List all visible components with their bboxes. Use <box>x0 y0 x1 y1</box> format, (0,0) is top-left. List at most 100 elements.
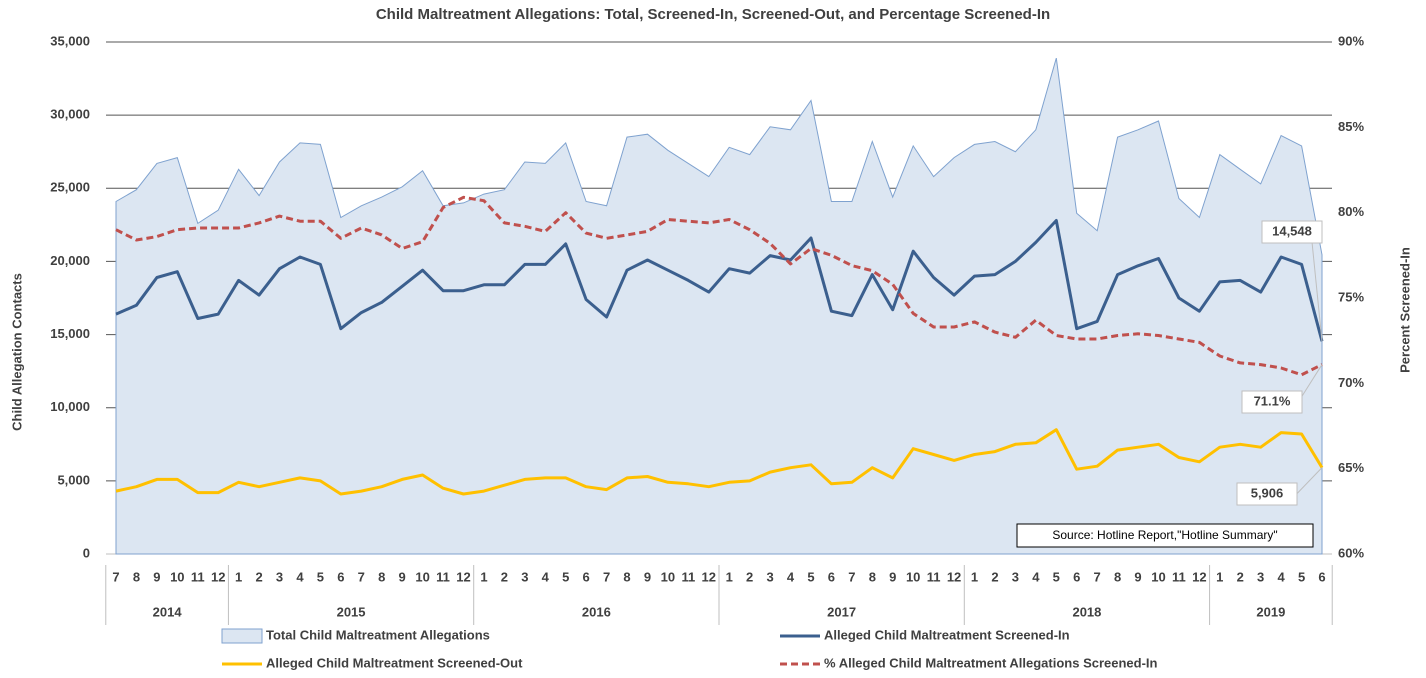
x-tick-label: 1 <box>480 569 487 584</box>
legend-label: Total Child Maltreatment Allegations <box>266 627 490 642</box>
x-tick-label: 10 <box>170 569 184 584</box>
x-tick-label: 7 <box>358 569 365 584</box>
x-tick-label: 2 <box>255 569 262 584</box>
x-tick-label: 9 <box>644 569 651 584</box>
data-label: 5,906 <box>1251 485 1284 500</box>
x-tick-label: 9 <box>153 569 160 584</box>
x-tick-label: 3 <box>1012 569 1019 584</box>
x-tick-label: 2 <box>1237 569 1244 584</box>
year-label: 2015 <box>337 604 366 619</box>
y2-axis-title: Percent Screened-In <box>1397 247 1412 373</box>
x-tick-label: 3 <box>1257 569 1264 584</box>
y-tick-label: 15,000 <box>50 326 90 341</box>
x-tick-label: 5 <box>1298 569 1305 584</box>
y-tick-label: 10,000 <box>50 399 90 414</box>
y2-tick-label: 80% <box>1338 204 1364 219</box>
x-tick-label: 12 <box>702 569 716 584</box>
y2-tick-label: 90% <box>1338 33 1364 48</box>
y-tick-label: 35,000 <box>50 33 90 48</box>
legend-label: Alleged Child Maltreatment Screened-Out <box>266 655 523 670</box>
x-tick-label: 8 <box>623 569 630 584</box>
x-tick-label: 7 <box>1094 569 1101 584</box>
x-tick-label: 1 <box>726 569 733 584</box>
y2-tick-label: 65% <box>1338 460 1364 475</box>
x-tick-label: 2 <box>501 569 508 584</box>
x-tick-label: 8 <box>869 569 876 584</box>
x-tick-label: 3 <box>276 569 283 584</box>
y2-tick-label: 85% <box>1338 119 1364 134</box>
x-tick-label: 7 <box>112 569 119 584</box>
x-tick-label: 6 <box>583 569 590 584</box>
y2-tick-label: 60% <box>1338 545 1364 560</box>
x-tick-label: 8 <box>378 569 385 584</box>
x-tick-label: 3 <box>521 569 528 584</box>
y-tick-label: 30,000 <box>50 107 90 122</box>
x-tick-label: 12 <box>456 569 470 584</box>
x-tick-label: 9 <box>1134 569 1141 584</box>
year-label: 2019 <box>1256 604 1285 619</box>
callout-leader <box>1311 241 1323 342</box>
x-tick-label: 6 <box>828 569 835 584</box>
x-tick-label: 5 <box>807 569 814 584</box>
source-note: Source: Hotline Report,"Hotline Summary" <box>1052 528 1277 542</box>
x-tick-label: 4 <box>1278 569 1286 584</box>
source-box <box>1016 523 1314 548</box>
x-tick-label: 11 <box>436 569 450 584</box>
x-tick-label: 11 <box>1172 569 1186 584</box>
year-label: 2016 <box>582 604 611 619</box>
x-tick-label: 10 <box>1151 569 1165 584</box>
legend-label: % Alleged Child Maltreatment Allegations… <box>824 655 1158 670</box>
x-tick-label: 2 <box>746 569 753 584</box>
x-tick-label: 10 <box>906 569 920 584</box>
y2-tick-label: 75% <box>1338 289 1364 304</box>
x-tick-label: 12 <box>1192 569 1206 584</box>
x-tick-label: 4 <box>1032 569 1040 584</box>
callout-box <box>1261 220 1323 244</box>
x-tick-label: 9 <box>399 569 406 584</box>
data-label: 14,548 <box>1272 223 1312 238</box>
y2-tick-label: 70% <box>1338 375 1364 390</box>
x-tick-label: 4 <box>296 569 304 584</box>
legend-swatch <box>221 628 263 644</box>
y-tick-label: 25,000 <box>50 180 90 195</box>
x-tick-label: 11 <box>681 569 695 584</box>
x-tick-label: 9 <box>889 569 896 584</box>
area <box>115 57 1323 555</box>
legend-label: Alleged Child Maltreatment Screened-In <box>824 627 1070 642</box>
y-tick-label: 0 <box>83 545 90 560</box>
x-tick-label: 4 <box>787 569 795 584</box>
year-label: 2018 <box>1072 604 1101 619</box>
line <box>115 219 1324 342</box>
x-tick-label: 5 <box>562 569 569 584</box>
year-label: 2014 <box>153 604 183 619</box>
x-tick-label: 4 <box>542 569 550 584</box>
y-axis-title: Child Allegation Contacts <box>9 273 24 431</box>
x-tick-label: 3 <box>766 569 773 584</box>
x-tick-label: 12 <box>211 569 225 584</box>
chart-title: Child Maltreatment Allegations: Total, S… <box>376 6 1050 23</box>
x-tick-label: 1 <box>971 569 978 584</box>
x-tick-label: 5 <box>1053 569 1060 584</box>
x-tick-label: 8 <box>1114 569 1121 584</box>
line <box>115 428 1324 496</box>
x-tick-label: 11 <box>927 569 941 584</box>
x-tick-label: 5 <box>317 569 324 584</box>
x-tick-label: 8 <box>133 569 140 584</box>
x-tick-label: 1 <box>1216 569 1223 584</box>
callout-box <box>1236 482 1298 506</box>
x-tick-label: 6 <box>1318 569 1325 584</box>
x-tick-label: 6 <box>1073 569 1080 584</box>
x-tick-label: 7 <box>848 569 855 584</box>
line <box>115 195 1323 377</box>
year-label: 2017 <box>827 604 856 619</box>
x-tick-label: 7 <box>603 569 610 584</box>
x-tick-label: 11 <box>191 569 205 584</box>
y-tick-label: 5,000 <box>57 472 90 487</box>
x-tick-label: 1 <box>235 569 242 584</box>
x-tick-label: 12 <box>947 569 961 584</box>
x-tick-label: 6 <box>337 569 344 584</box>
data-label: 71.1% <box>1254 393 1291 408</box>
callout-box <box>1241 390 1303 414</box>
x-tick-label: 2 <box>991 569 998 584</box>
